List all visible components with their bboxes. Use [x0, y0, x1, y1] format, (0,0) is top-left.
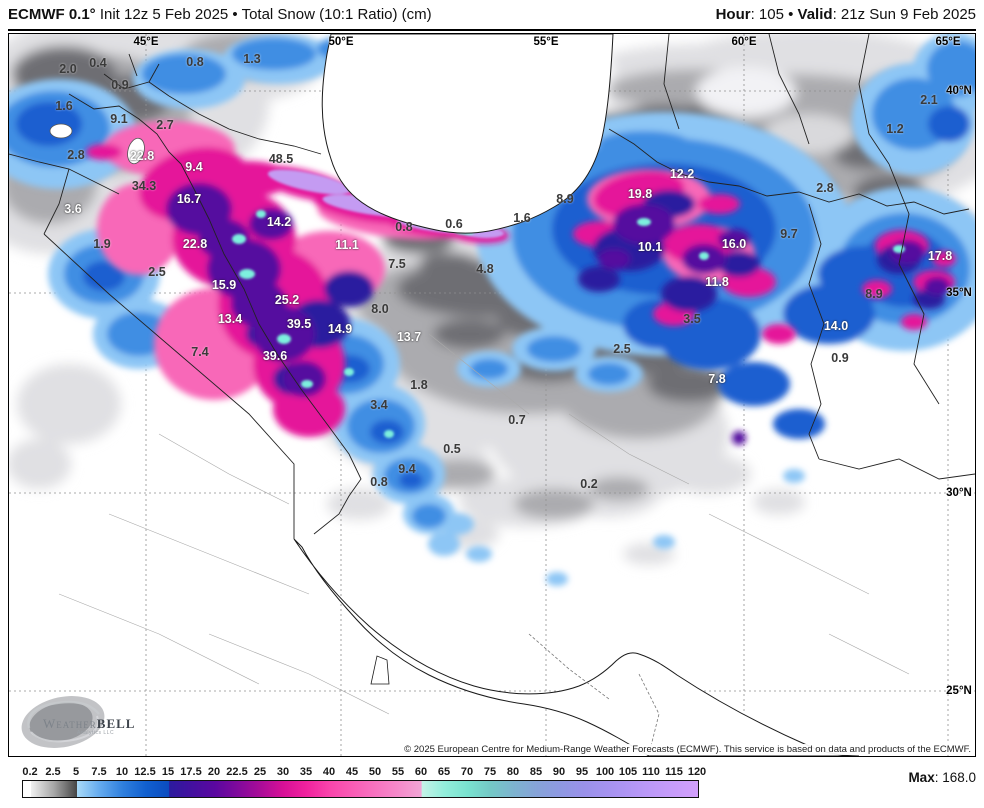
colorbar-tick-label: 110: [642, 766, 660, 778]
colorbar-tick-label: 95: [575, 766, 589, 778]
colorbar-tick-label: 70: [460, 766, 474, 778]
longitude-tick-label: 55°E: [533, 36, 559, 48]
colorbar-tick-label: 55: [391, 766, 405, 778]
colorbar-gradient: [22, 780, 699, 798]
latitude-tick-label: 25°N: [946, 685, 972, 697]
latitude-tick-label: 30°N: [946, 487, 972, 499]
valid-label: Valid: [797, 6, 833, 23]
colorbar-tick-label: 40: [322, 766, 336, 778]
hour-label: Hour: [715, 6, 751, 23]
colorbar-tick-label: 105: [618, 766, 638, 778]
map-title: ECMWF 0.1° Init 12z 5 Feb 2025 • Total S…: [8, 6, 432, 23]
colorbar-tick-label: 12.5: [134, 766, 156, 778]
weatherbell-subtitle: Analytics LLC: [77, 730, 115, 736]
colorbar-tick-label: 60: [414, 766, 428, 778]
colorbar-tick-label: 115: [665, 766, 683, 778]
longitude-tick-label: 45°E: [133, 36, 159, 48]
latitude-tick-label: 40°N: [946, 85, 972, 97]
latitude-tick-label: 35°N: [946, 287, 972, 299]
colorbar-tick-label: 50: [368, 766, 382, 778]
colorbar-tick-label: 25: [253, 766, 267, 778]
weatherbell-wordmark: WeatherBELL: [43, 716, 136, 731]
colorbar-tick-label: 10: [115, 766, 129, 778]
header-bar: ECMWF 0.1° Init 12z 5 Feb 2025 • Total S…: [8, 0, 976, 31]
max-value-label: Max: 168.0: [908, 770, 976, 785]
longitude-tick-label: 50°E: [328, 36, 354, 48]
copyright-notice: © 2025 European Centre for Medium-Range …: [402, 744, 973, 755]
colorbar-tick-label: 65: [437, 766, 451, 778]
colorbar-tick-label: 17.5: [180, 766, 202, 778]
colorbar-tick-label: 22.5: [226, 766, 248, 778]
colorbar-tick-label: 5: [72, 766, 80, 778]
valid-value: : 21z Sun 9 Feb 2025: [832, 6, 976, 23]
model-name: ECMWF 0.1°: [8, 6, 96, 23]
colorbar-tick-label: 120: [687, 766, 707, 778]
longitude-tick-label: 60°E: [731, 36, 757, 48]
colorbar-tick-label: 80: [506, 766, 520, 778]
colorbar-row: 0.2 2.5 5 7.5 10 12.5 15 17.5 20 22.5 25 30 35 40 45 50…: [0, 757, 984, 808]
colorbar-tick-label: 90: [552, 766, 566, 778]
snowfall-contour-layer: [9, 34, 975, 756]
colorbar-tick-label: 30: [276, 766, 290, 778]
longitude-tick-label: 65°E: [935, 36, 961, 48]
colorbar-tick-label: 85: [529, 766, 543, 778]
forecast-map: 2.0 0.4 0.8 1.3 0.9 1.6 9.1 2.7 2.8 22.8 9.4 48.5 34…: [8, 33, 976, 757]
colorbar-tick-label: 45: [345, 766, 359, 778]
colorbar-tick-label: 2.5: [45, 766, 61, 778]
hour-value: : 105 •: [750, 6, 798, 23]
colorbar-tick-label: 100: [595, 766, 615, 778]
colorbar-tick-label: 75: [483, 766, 497, 778]
colorbar-tick-label: 20: [207, 766, 221, 778]
valid-time: Hour: 105 • Valid: 21z Sun 9 Feb 2025: [716, 6, 976, 23]
weatherbell-logo: WeatherBELL Analytics LLC: [15, 692, 135, 750]
colorbar-tick-label: 35: [299, 766, 313, 778]
weatherbell-swirl-icon: [21, 696, 105, 748]
colorbar-tick-label: 15: [161, 766, 175, 778]
colorbar-tick-label: 0.2: [22, 766, 38, 778]
colorbar-tick-label: 7.5: [91, 766, 107, 778]
title-rest: Init 12z 5 Feb 2025 • Total Snow (10:1 R…: [95, 6, 432, 23]
